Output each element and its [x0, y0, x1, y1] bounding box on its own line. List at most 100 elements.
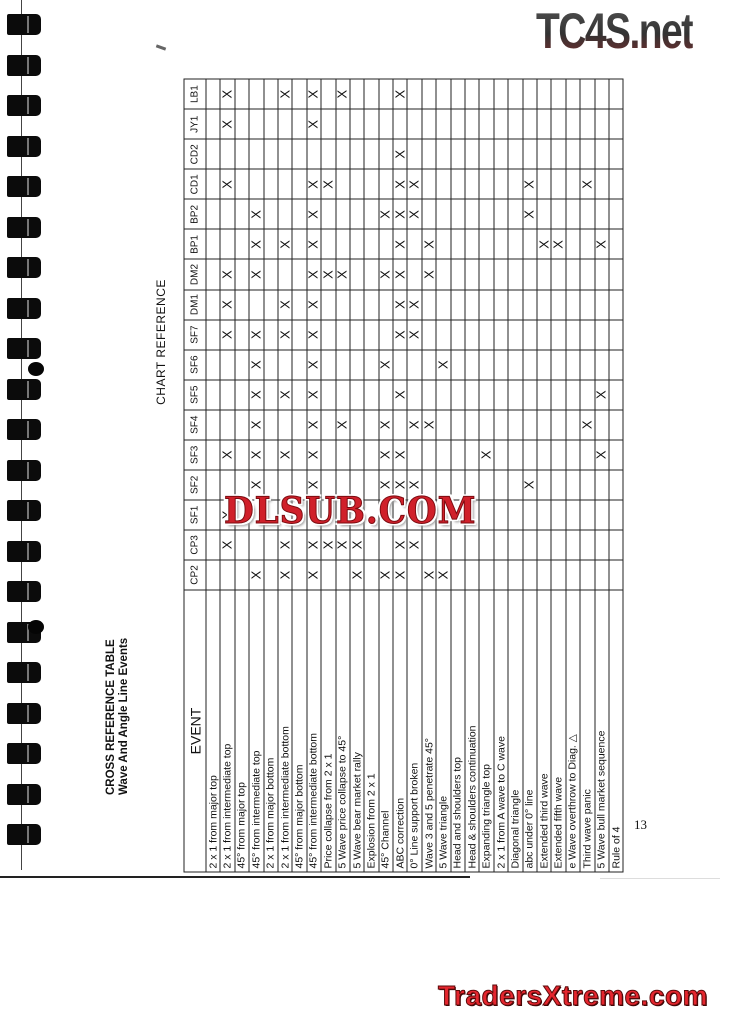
empty-cell [594, 259, 609, 290]
empty-cell [479, 319, 494, 350]
empty-cell [292, 559, 307, 590]
column-header-sf4: SF4 [184, 409, 206, 440]
empty-cell [522, 409, 537, 440]
empty-cell [493, 349, 509, 380]
empty-cell [608, 289, 624, 320]
spiral-ring [7, 824, 41, 845]
mark-cell-lb1: X [306, 79, 322, 110]
event-label: Rule of 4 [608, 590, 624, 872]
chart-reference-heading: CHART REFERENCE [154, 279, 168, 405]
mark-cell-bp2: X [392, 199, 408, 230]
empty-cell [407, 259, 422, 290]
empty-cell [277, 409, 293, 440]
spiral-ring [7, 378, 41, 400]
empty-cell [522, 559, 537, 590]
empty-cell [608, 259, 624, 290]
table-row: Head and shoulders top [450, 79, 466, 872]
empty-cell [292, 439, 307, 470]
empty-cell [465, 229, 480, 260]
empty-cell [551, 139, 566, 170]
watermark-tradersxtreme: TradersXtreme.com [438, 980, 708, 1012]
empty-cell [580, 559, 595, 590]
empty-cell [465, 259, 480, 290]
empty-cell [234, 529, 250, 560]
empty-cell [479, 409, 494, 440]
empty-cell [335, 319, 350, 350]
empty-cell [493, 259, 509, 290]
empty-cell [465, 199, 480, 230]
event-label: Extended fifth wave [551, 590, 566, 872]
empty-cell [479, 379, 494, 410]
empty-cell [349, 139, 365, 170]
empty-cell [493, 289, 509, 320]
empty-cell [407, 349, 422, 380]
mark-cell-sf6: X [435, 349, 451, 380]
page-edge-faint [600, 878, 720, 879]
mark-cell-lb1: X [392, 79, 408, 110]
empty-cell [565, 529, 581, 560]
empty-cell [335, 559, 350, 590]
empty-cell [465, 289, 480, 320]
mark-cell-bp1: X [594, 229, 609, 260]
mark-cell-sf7: X [306, 319, 322, 350]
mark-cell-cd1: X [392, 169, 408, 200]
empty-cell [292, 379, 307, 410]
empty-cell [349, 349, 365, 380]
empty-cell [234, 139, 250, 170]
empty-cell [465, 349, 480, 380]
event-label: Head & shoulders continuation [465, 590, 480, 872]
mark-cell-dm1: X [392, 289, 408, 320]
empty-cell [536, 109, 552, 140]
empty-cell [421, 379, 437, 410]
empty-cell [580, 199, 595, 230]
empty-cell [565, 439, 581, 470]
empty-cell [263, 559, 278, 590]
column-header-sf2: SF2 [184, 469, 206, 500]
empty-cell [536, 79, 552, 110]
event-label: Expanding triangle top [479, 590, 494, 872]
empty-cell [493, 469, 509, 500]
page-number: 13 [634, 817, 647, 832]
empty-cell [493, 109, 509, 140]
mark-cell-dm2: X [378, 259, 394, 290]
empty-cell [565, 259, 581, 290]
empty-cell [536, 559, 552, 590]
empty-cell [465, 409, 480, 440]
table-row: Diagonal triangle [508, 79, 523, 872]
mark-cell-cp2: X [421, 559, 437, 590]
empty-cell [522, 349, 537, 380]
empty-cell [234, 259, 250, 290]
event-label: Wave 3 and 5 penetrate 45° [421, 590, 437, 872]
empty-cell [580, 289, 595, 320]
empty-cell [421, 349, 437, 380]
empty-cell [234, 79, 250, 110]
empty-cell [234, 109, 250, 140]
mark-cell-sf6: X [248, 349, 264, 380]
empty-cell [335, 379, 350, 410]
spiral-ring [7, 743, 41, 764]
empty-cell [249, 289, 264, 320]
empty-cell [292, 529, 307, 560]
mark-cell-cd1: X [220, 169, 235, 200]
empty-cell [594, 349, 609, 380]
empty-cell [479, 229, 494, 260]
empty-cell [292, 409, 307, 440]
event-label: Head and shoulders top [450, 590, 466, 872]
mark-cell-dm1: X [306, 289, 322, 320]
empty-cell [551, 79, 566, 110]
spiral-ring [7, 95, 41, 116]
empty-cell [321, 409, 336, 440]
empty-cell [594, 109, 609, 140]
empty-cell [522, 259, 537, 290]
mark-cell-sf4: X [335, 409, 350, 440]
column-header-lb1: LB1 [184, 79, 206, 110]
table-row: Head & shoulders continuation [465, 79, 480, 872]
empty-cell [335, 349, 350, 380]
column-header-sf1: SF1 [184, 499, 206, 530]
mark-cell-cd1: X [579, 169, 595, 200]
empty-cell [206, 289, 221, 320]
empty-cell [479, 259, 494, 290]
empty-cell [206, 319, 221, 350]
mark-cell-cp2: X [392, 559, 408, 590]
empty-cell [335, 139, 350, 170]
